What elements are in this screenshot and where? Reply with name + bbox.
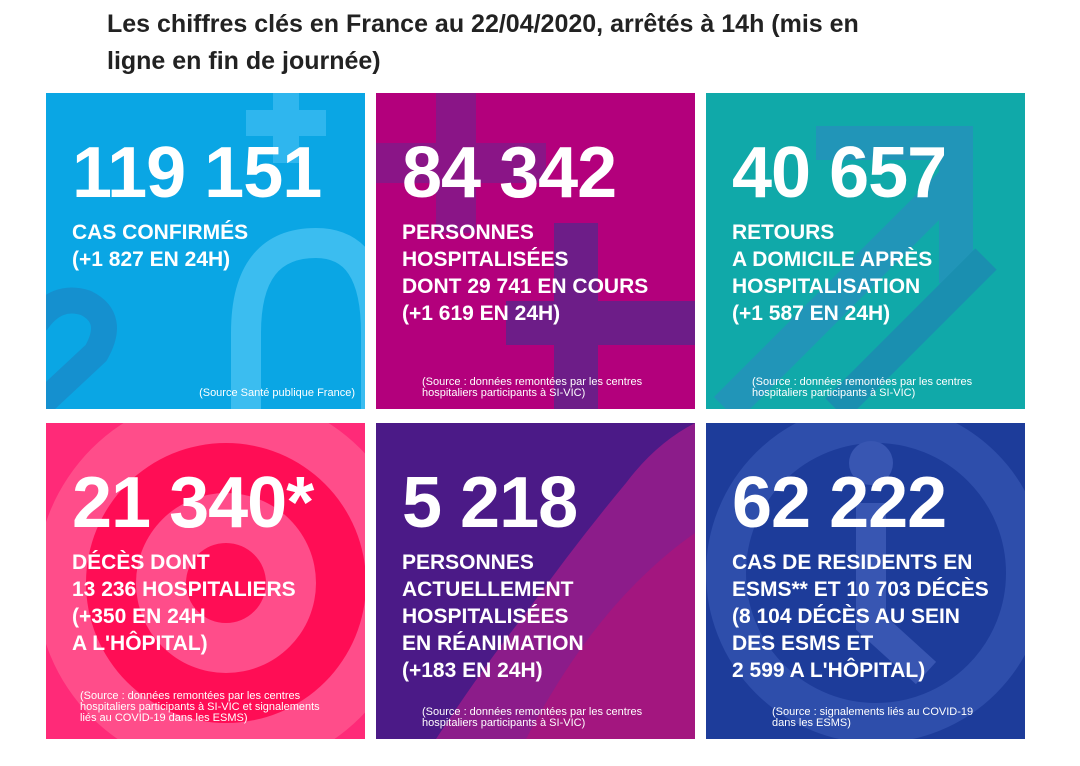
stat-source-line: (Source : données remontées par les cent… bbox=[422, 376, 643, 388]
stat-value: 62 222 bbox=[732, 463, 947, 543]
stat-value: 84 342 bbox=[402, 133, 617, 213]
stat-tile-intensive-care: 5 218 PERSONNES ACTUELLEMENT HOSPITALISÉ… bbox=[376, 423, 695, 739]
stat-label-line: ESMS** ET 10 703 DÉCÈS bbox=[732, 578, 989, 601]
stat-source-line: dans les ESMS) bbox=[772, 717, 851, 729]
stat-value: 40 657 bbox=[732, 133, 947, 213]
stat-source-line: hospitaliers participants à SI-VIC) bbox=[422, 717, 586, 729]
stat-source-line: (Source Santé publique France) bbox=[199, 387, 355, 399]
stat-label-line: DÉCÈS DONT bbox=[72, 551, 210, 574]
stat-label-line: CAS CONFIRMÉS bbox=[72, 221, 249, 244]
stat-label-line: DONT 29 741 EN COURS bbox=[402, 275, 649, 298]
page-title: Les chiffres clés en France au 22/04/202… bbox=[107, 6, 947, 80]
stat-source-line: hospitaliers participants à SI-VIC) bbox=[422, 387, 586, 399]
stat-label-line: 2 599 A L'HÔPITAL) bbox=[732, 659, 926, 682]
page-title-line-2: ligne en fin de journée) bbox=[107, 47, 381, 75]
tile-background-graphic bbox=[376, 93, 695, 409]
stat-source-line: (Source : données remontées par les cent… bbox=[422, 706, 643, 718]
stat-source: (Source Santé publique France) bbox=[199, 388, 355, 399]
stat-value: 5 218 bbox=[402, 463, 578, 543]
stat-tile-deaths: 21 340* DÉCÈS DONT 13 236 HOSPITALIERS (… bbox=[46, 423, 365, 739]
stat-label-line: 13 236 HOSPITALIERS bbox=[72, 578, 296, 601]
stat-label-line: (8 104 DÉCÈS AU SEIN bbox=[732, 605, 960, 628]
stat-label-line: (+1 619 EN 24H) bbox=[402, 302, 561, 325]
stat-source-line: (Source : données remontées par les cent… bbox=[752, 376, 973, 388]
stat-label-line: PERSONNES bbox=[402, 221, 534, 244]
stat-label-line: HOSPITALISATION bbox=[732, 275, 921, 298]
stat-label: PERSONNES ACTUELLEMENT HOSPITALISÉES EN … bbox=[402, 549, 584, 684]
stat-label: CAS CONFIRMÉS (+1 827 EN 24H) bbox=[72, 219, 248, 273]
stat-label-line: HOSPITALISÉES bbox=[402, 605, 569, 628]
stat-label-line: (+350 EN 24H bbox=[72, 605, 206, 628]
stat-tile-hospitalised: 84 342 PERSONNES HOSPITALISÉES DONT 29 7… bbox=[376, 93, 695, 409]
stat-source-line: liés au COVID-19 dans les ESMS) bbox=[80, 712, 248, 724]
tile-background-graphic bbox=[706, 423, 1025, 739]
stat-label-line: DES ESMS ET bbox=[732, 632, 874, 655]
stat-label-line: RETOURS bbox=[732, 221, 835, 244]
stat-label-line: A DOMICILE APRÈS bbox=[732, 248, 933, 271]
stat-tile-confirmed-cases: 119 151 CAS CONFIRMÉS (+1 827 EN 24H) (S… bbox=[46, 93, 365, 409]
tile-background-graphic bbox=[436, 423, 695, 739]
stat-label-line: A L'HÔPITAL) bbox=[72, 632, 208, 655]
stat-value: 21 340* bbox=[72, 463, 314, 543]
stat-label: RETOURS A DOMICILE APRÈS HOSPITALISATION… bbox=[732, 219, 932, 327]
stat-label-line: CAS DE RESIDENTS EN bbox=[732, 551, 973, 574]
stat-label: DÉCÈS DONT 13 236 HOSPITALIERS (+350 EN … bbox=[72, 549, 296, 657]
stat-source: (Source : données remontées par les cent… bbox=[422, 377, 642, 399]
stat-label-line: PERSONNES bbox=[402, 551, 534, 574]
stat-source: (Source : signalements liés au COVID-19 … bbox=[772, 707, 973, 729]
stat-value: 119 151 bbox=[72, 133, 322, 213]
page-title-line-1: Les chiffres clés en France au 22/04/202… bbox=[107, 10, 859, 38]
stat-label-line: ACTUELLEMENT bbox=[402, 578, 574, 601]
tile-background-graphic bbox=[46, 93, 365, 409]
stat-label-line: (+1 587 EN 24H) bbox=[732, 302, 891, 325]
stat-source-line: (Source : signalements liés au COVID-19 bbox=[772, 706, 974, 718]
stat-source: (Source : données remontées par les cent… bbox=[752, 377, 972, 399]
tile-background-graphic bbox=[713, 126, 997, 409]
stat-label-line: (+183 EN 24H) bbox=[402, 659, 543, 682]
stat-source: (Source : données remontées par les cent… bbox=[80, 691, 320, 724]
stat-label-line: HOSPITALISÉES bbox=[402, 248, 569, 271]
stat-label: PERSONNES HOSPITALISÉES DONT 29 741 EN C… bbox=[402, 219, 648, 327]
stat-label-line: EN RÉANIMATION bbox=[402, 632, 584, 655]
stat-label-line: (+1 827 EN 24H) bbox=[72, 248, 231, 271]
stat-tile-esms-residents: 62 222 CAS DE RESIDENTS EN ESMS** ET 10 … bbox=[706, 423, 1025, 739]
stat-tile-returns-home: 40 657 RETOURS A DOMICILE APRÈS HOSPITAL… bbox=[706, 93, 1025, 409]
stat-source: (Source : données remontées par les cent… bbox=[422, 707, 642, 729]
stat-source-line: (Source : données remontées par les cent… bbox=[80, 690, 301, 702]
stat-label: CAS DE RESIDENTS EN ESMS** ET 10 703 DÉC… bbox=[732, 549, 989, 684]
stat-source-line: hospitaliers participants à SI-VIC) bbox=[752, 387, 916, 399]
tile-background-graphic bbox=[46, 423, 365, 739]
stat-source-line: hospitaliers participants à SI-VIC et si… bbox=[80, 701, 320, 713]
